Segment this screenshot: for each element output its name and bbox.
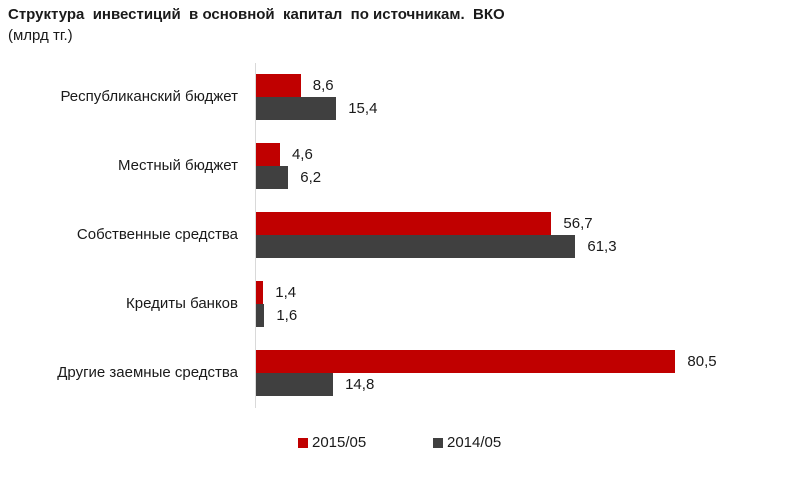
bar: [256, 143, 280, 166]
bar: [256, 281, 264, 304]
data-label: 15,4: [348, 100, 378, 117]
bar: [256, 212, 552, 235]
category-axis: [255, 63, 256, 408]
bar: [256, 373, 334, 396]
chart-subtitle: (млрд тг.): [8, 27, 73, 44]
data-label: 80,5: [687, 353, 717, 370]
legend-item-2015: 2015/05: [298, 434, 366, 451]
legend-label: 2014/05: [447, 434, 502, 451]
category-label: Другие заемные средства: [57, 364, 238, 381]
bar: [256, 235, 576, 258]
data-label: 1,6: [276, 307, 298, 324]
data-label: 8,6: [312, 77, 334, 94]
category-label: Кредиты банков: [126, 295, 238, 312]
bar: [256, 304, 265, 327]
data-label: 6,2: [300, 169, 322, 186]
legend-swatch-2015: [298, 437, 308, 448]
bar: [256, 74, 301, 97]
data-label: 56,7: [563, 215, 593, 232]
legend-swatch-2014: [433, 437, 443, 448]
data-label: 61,3: [587, 238, 617, 255]
chart-title: Структура инвестиций в основной капитал …: [8, 6, 505, 23]
category-label: Республиканский бюджет: [60, 88, 238, 105]
data-label: 1,4: [275, 284, 297, 301]
bar: [256, 97, 337, 120]
data-label: 14,8: [345, 376, 375, 393]
category-label: Местный бюджет: [118, 157, 238, 174]
legend-item-2014: 2014/05: [433, 434, 501, 451]
data-label: 4,6: [291, 146, 313, 163]
legend-label: 2015/05: [312, 434, 367, 451]
category-label: Собственные средства: [76, 226, 238, 243]
bar: [256, 350, 676, 373]
bar: [256, 166, 289, 189]
